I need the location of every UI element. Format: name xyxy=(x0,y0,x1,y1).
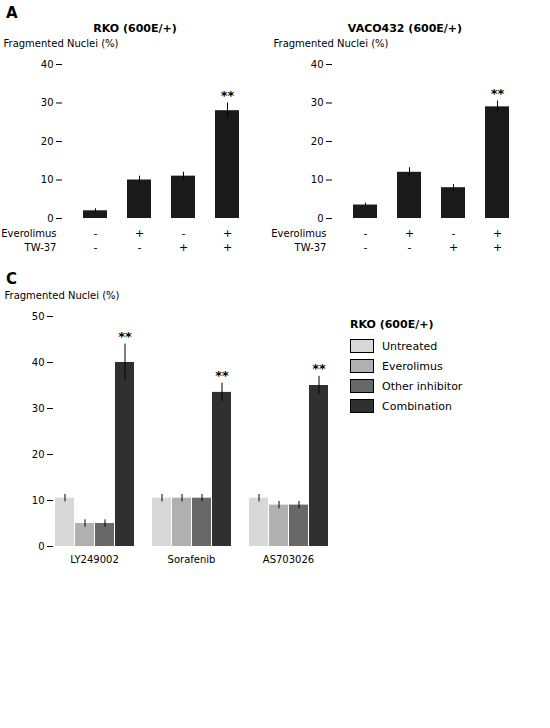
svg-text:20: 20 xyxy=(32,449,45,460)
html-text:Everolimus: Everolimus xyxy=(382,359,443,373)
svg-text:TW-37: TW-37 xyxy=(294,242,327,253)
svg-text:0: 0 xyxy=(47,213,53,224)
svg-text:+: + xyxy=(179,241,188,254)
svg-text:-: - xyxy=(364,241,368,254)
svg-text:+: + xyxy=(223,241,232,254)
html-text:Combination: Combination xyxy=(382,399,452,413)
svg-text:30: 30 xyxy=(32,403,45,414)
svg-text:10: 10 xyxy=(32,495,45,506)
html-text:Untreated: Untreated xyxy=(382,339,438,353)
svg-text:Fragmented Nuclei (%): Fragmented Nuclei (%) xyxy=(274,38,389,49)
svg-text:**: ** xyxy=(215,368,229,383)
svg-text:-: - xyxy=(364,227,368,240)
svg-text:TW-37: TW-37 xyxy=(24,242,57,253)
svg-text:**: ** xyxy=(221,88,235,103)
svg-text:**: ** xyxy=(312,361,326,376)
svg-text:-: - xyxy=(138,241,142,254)
svg-text:30: 30 xyxy=(311,97,324,108)
html-text:A: A xyxy=(6,4,18,22)
svg-text:-: - xyxy=(94,227,98,240)
svg-text:+: + xyxy=(223,227,232,240)
svg-text:10: 10 xyxy=(41,174,54,185)
svg-text:+: + xyxy=(493,227,502,240)
html-text:RKO (600E/+): RKO (600E/+) xyxy=(93,22,177,35)
svg-text:Everolimus: Everolimus xyxy=(271,228,326,239)
svg-text:10: 10 xyxy=(311,174,324,185)
svg-text:40: 40 xyxy=(311,59,324,70)
svg-text:Sorafenib: Sorafenib xyxy=(168,554,216,565)
svg-text:**: ** xyxy=(491,86,505,101)
html-text:Other inhibitor: Other inhibitor xyxy=(382,379,463,393)
svg-text:40: 40 xyxy=(32,357,45,368)
svg-text:Everolimus: Everolimus xyxy=(1,228,56,239)
svg-text:AS703026: AS703026 xyxy=(263,554,314,565)
svg-text:0: 0 xyxy=(38,541,44,552)
svg-text:40: 40 xyxy=(41,59,54,70)
svg-text:Fragmented Nuclei (%): Fragmented Nuclei (%) xyxy=(5,290,120,301)
svg-text:+: + xyxy=(135,227,144,240)
svg-text:-: - xyxy=(182,227,186,240)
svg-text:50: 50 xyxy=(32,311,45,322)
svg-text:20: 20 xyxy=(41,136,54,147)
svg-text:0: 0 xyxy=(317,213,323,224)
html-text:C: C xyxy=(6,270,17,288)
svg-text:**: ** xyxy=(118,329,132,344)
svg-text:+: + xyxy=(493,241,502,254)
svg-text:-: - xyxy=(94,241,98,254)
svg-text:-: - xyxy=(408,241,412,254)
svg-text:30: 30 xyxy=(41,97,54,108)
html-text:VACO432 (600E/+): VACO432 (600E/+) xyxy=(347,22,463,35)
svg-text:-: - xyxy=(452,227,456,240)
svg-text:+: + xyxy=(405,227,414,240)
svg-text:20: 20 xyxy=(311,136,324,147)
svg-text:Fragmented Nuclei (%): Fragmented Nuclei (%) xyxy=(4,38,119,49)
svg-text:+: + xyxy=(449,241,458,254)
html-text:RKO (600E/+): RKO (600E/+) xyxy=(350,318,434,331)
svg-text:LY249002: LY249002 xyxy=(70,554,119,565)
